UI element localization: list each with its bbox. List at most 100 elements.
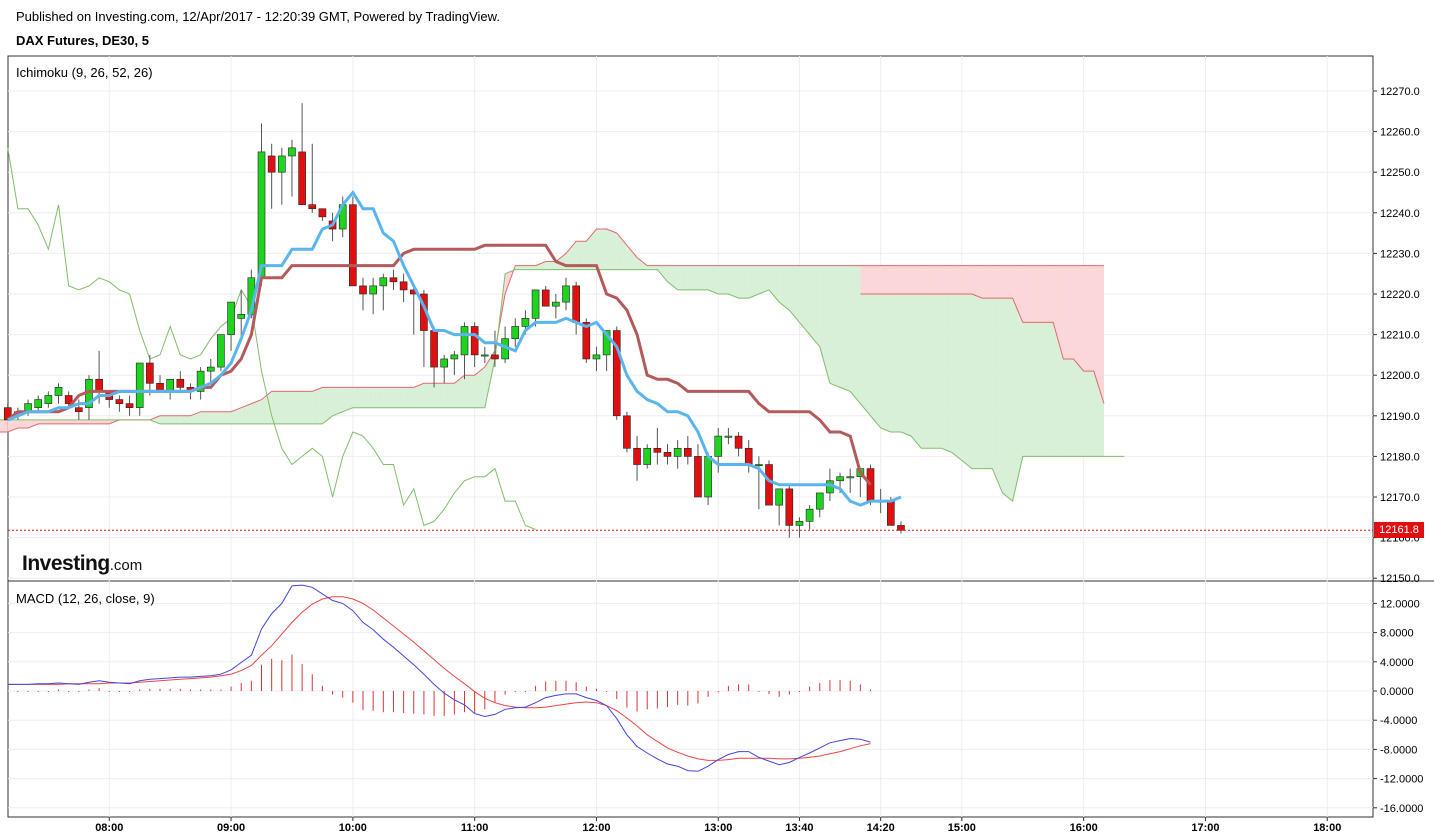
kumo-cloud-bearish-ext [1043,265,1054,323]
candle [552,294,560,319]
kumo-cloud-bullish [748,265,759,299]
kumo-cloud-bullish [992,265,1003,493]
kumo-cloud-bearish-ext [1053,265,1064,359]
candle [511,318,520,347]
candle [541,285,550,307]
investing-logo[interactable]: Investing.com [22,552,142,576]
time-axis-label: 09:00 [217,822,245,834]
candle [623,411,631,453]
candle [775,488,783,526]
candle-body-down [64,395,73,404]
candle-body-down [897,525,905,531]
candle-body-down [267,155,276,173]
candle-body-up [227,301,235,335]
candle [318,208,327,221]
candle-body-down [359,285,367,295]
candle [3,403,12,421]
kumo-cloud-bullish [890,265,901,432]
kumo-cloud-bearish-ext [931,265,942,294]
price-axis-label: 12150.0 [1380,573,1420,585]
candle [785,484,794,538]
kumo-cloud-bullish [931,265,942,449]
candle [450,350,459,376]
candle [227,301,235,351]
kumo-cloud-bullish [860,265,871,416]
kumo-cloud-bullish [231,407,242,424]
candle-body-up [562,285,570,303]
candle [135,362,144,416]
time-axis-label: 10:00 [339,822,367,834]
candle-body-up [643,447,652,465]
kumo-cloud-bearish-ext [911,265,922,294]
kumo-cloud-bearish [38,419,49,424]
candle-body-down [146,362,154,384]
published-caption: Published on Investing.com, 12/Apr/2017 … [16,9,500,24]
candle-body-up [775,488,783,506]
kumo-cloud-bullish [687,265,698,290]
candle-body-up [521,318,530,327]
kumo-cloud-bullish [220,411,232,424]
chart-frame [7,55,1374,818]
candle [85,375,93,420]
candle-body-up [602,330,611,356]
price-axis-label: 12240.0 [1380,208,1420,220]
kumo-cloud-bullish [758,265,769,294]
symbol-title: DAX Futures, DE30, 5 [16,33,149,48]
candle-body-down [75,407,83,413]
candle [54,383,63,404]
candle [308,143,317,213]
candle-body-down [125,403,134,408]
candle-body-down [430,330,438,368]
kumo-cloud-bullish [708,265,719,294]
kumo-cloud-bearish-ext [951,265,962,294]
candles [3,103,905,538]
candle [612,326,621,420]
kumo-cloud-bearish-ext [860,265,871,294]
kumo-cloud-bullish [616,233,627,270]
kumo-cloud-bullish [200,411,211,424]
kumo-cloud-bullish [718,265,729,294]
candle [196,367,205,400]
macd-axis-label: -8.0000 [1380,744,1417,756]
candle-body-down [389,277,398,283]
candle [470,322,479,368]
candle [643,444,652,469]
candle [866,464,875,506]
candle-body-up [511,326,520,339]
candle-body-down [572,285,580,323]
kumo-cloud-bullish [332,387,343,416]
candle [673,440,682,469]
kumo-cloud-bullish [972,265,983,469]
kumo-cloud-bullish [738,265,749,299]
candle-body-up [135,362,144,408]
candle [359,277,367,311]
candle [206,358,215,384]
kumo-cloud-bullish [302,391,313,424]
candle [744,440,753,473]
kumo-cloud-bearish [99,419,110,424]
kumo-cloud-bullish [576,241,587,270]
candle [349,196,357,287]
candle-body-up [44,395,53,404]
candle-body-up [54,387,63,396]
candle [379,273,388,311]
candle [64,391,73,408]
candle-body-down [541,289,550,307]
kumo-cloud-bullish [413,383,424,408]
kumo-cloud-bullish [911,265,922,449]
kumo-cloud-bearish [0,419,8,432]
candle-body-up [481,354,489,357]
candle [815,492,824,518]
candle-body-up [724,435,733,438]
candle-body-down [308,204,317,210]
price-axis-label: 12210.0 [1380,330,1420,342]
candle-body-down [612,330,621,417]
candle-body-up [450,354,459,360]
kumo-cloud-bullish [870,265,881,428]
kumo-cloud-bullish [190,411,201,424]
candle [765,460,773,506]
candle [592,346,601,372]
candle-body-up [673,447,682,457]
candle [44,391,53,408]
